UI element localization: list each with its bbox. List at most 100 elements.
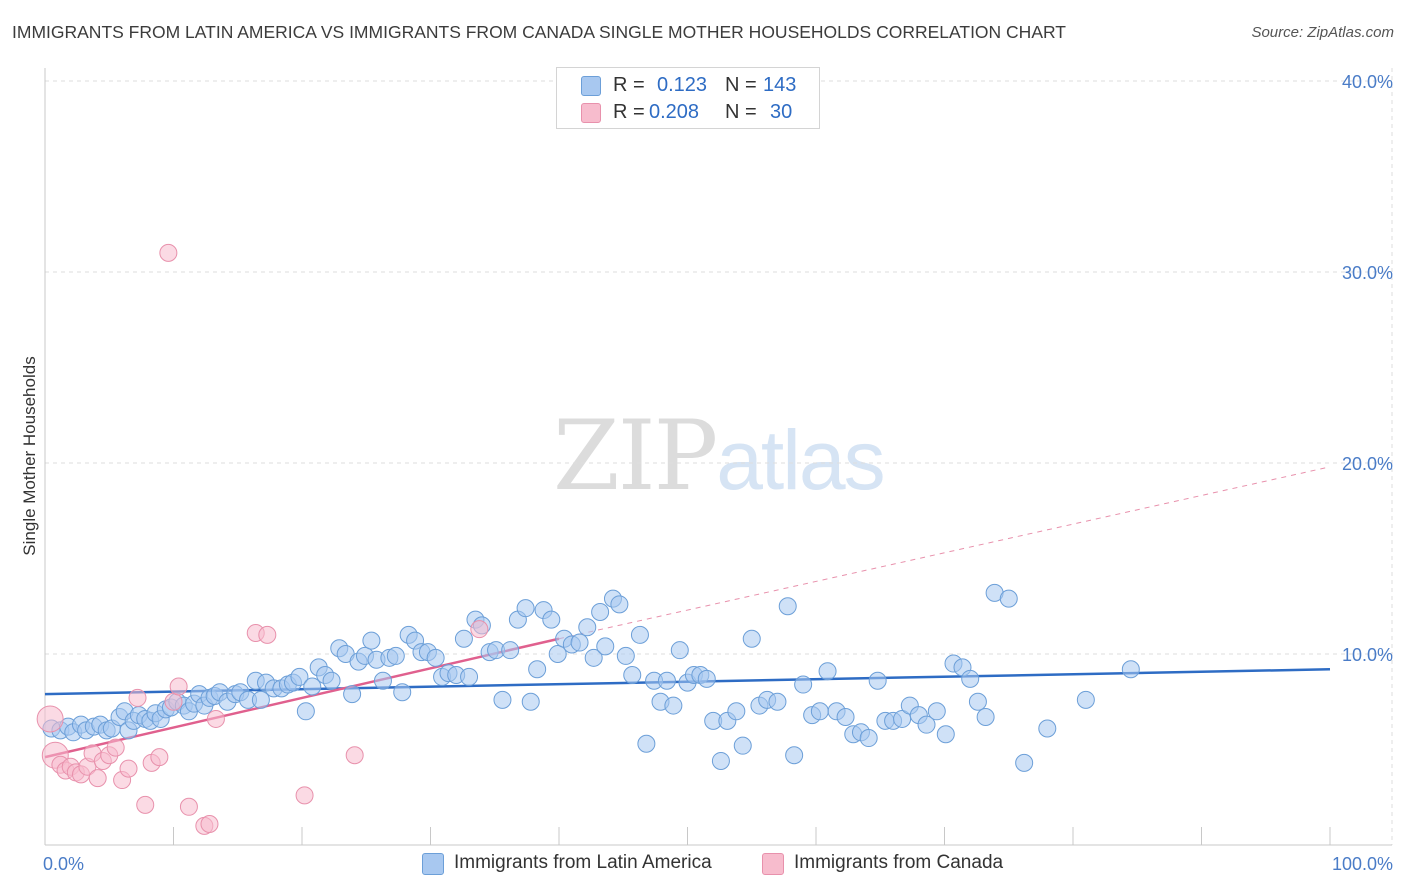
- x-tick-label-max: 100.0%: [1332, 854, 1393, 874]
- data-points: [36, 243, 1140, 835]
- y-tick-label: 40.0%: [1342, 72, 1393, 92]
- trend-lines: [44, 466, 1331, 759]
- bottom-legend-label: Immigrants from Latin America: [454, 852, 712, 873]
- point-latin-america: [670, 641, 689, 660]
- point-latin-america: [917, 715, 936, 734]
- point-latin-america: [493, 690, 512, 709]
- point-canada: [88, 769, 107, 788]
- legend-r-value: 0.208: [649, 101, 700, 123]
- point-latin-america: [501, 641, 520, 660]
- legend-r-label: R =: [613, 74, 645, 96]
- point-latin-america: [976, 708, 995, 727]
- point-latin-america: [927, 702, 946, 721]
- point-canada: [200, 814, 219, 833]
- point-latin-america: [893, 709, 912, 728]
- point-latin-america: [768, 692, 787, 711]
- point-latin-america: [968, 692, 987, 711]
- point-latin-america: [322, 671, 341, 690]
- point-latin-america: [785, 746, 804, 765]
- point-latin-america: [521, 692, 540, 711]
- y-axis-label: Single Mother Households: [20, 356, 39, 555]
- point-latin-america: [548, 645, 567, 663]
- legend-swatch-latin-america: [581, 76, 601, 96]
- point-canada: [345, 746, 364, 765]
- point-canada: [470, 620, 489, 639]
- chart-title: IMMIGRANTS FROM LATIN AMERICA VS IMMIGRA…: [12, 22, 1066, 42]
- legend-swatch-canada: [581, 103, 601, 123]
- point-canada: [164, 692, 183, 711]
- point-latin-america: [516, 599, 535, 618]
- point-canada: [295, 786, 314, 805]
- point-latin-america: [578, 618, 597, 637]
- point-canada: [159, 243, 178, 262]
- y-tick-label: 30.0%: [1342, 263, 1393, 283]
- point-latin-america: [393, 683, 412, 702]
- point-latin-america: [426, 648, 445, 667]
- point-latin-america: [794, 675, 813, 694]
- point-latin-america: [1015, 753, 1034, 772]
- point-latin-america: [1121, 660, 1140, 679]
- point-latin-america: [733, 736, 752, 755]
- legend-r-value: 0.123: [657, 74, 708, 96]
- point-latin-america: [454, 629, 473, 648]
- point-canada: [119, 759, 138, 778]
- legend-n-label: N =: [725, 101, 757, 123]
- point-latin-america: [343, 685, 362, 704]
- point-latin-america: [1076, 690, 1095, 709]
- point-canada: [128, 688, 147, 707]
- point-latin-america: [936, 725, 955, 744]
- point-latin-america: [818, 662, 837, 681]
- point-latin-america: [596, 637, 615, 656]
- legend-n-value: 30: [770, 101, 793, 123]
- point-latin-america: [362, 631, 381, 650]
- point-latin-america: [584, 648, 603, 667]
- y-tick-label: 10.0%: [1342, 645, 1393, 665]
- bottom-legend-swatch-latin-america: [422, 853, 444, 875]
- trend-line-canada-extension: [558, 466, 1331, 640]
- point-canada: [136, 795, 155, 814]
- point-latin-america: [591, 602, 610, 621]
- point-canada: [179, 797, 198, 816]
- point-latin-america: [711, 751, 730, 770]
- point-latin-america: [727, 702, 746, 721]
- point-latin-america: [778, 597, 797, 616]
- point-canada: [106, 738, 125, 757]
- point-latin-america: [542, 610, 561, 629]
- point-latin-america: [386, 646, 405, 665]
- point-latin-america: [303, 677, 322, 696]
- y-tick-label: 20.0%: [1342, 454, 1393, 474]
- tick-labels: 10.0% 20.0% 30.0% 40.0% 0.0% 100.0%: [43, 72, 1393, 874]
- watermark-logo: ZIPatlas: [553, 400, 886, 512]
- point-latin-america: [616, 646, 635, 665]
- point-latin-america: [570, 633, 589, 652]
- legend-n-label: N =: [725, 74, 757, 96]
- bottom-legend-swatch-canada: [762, 853, 784, 875]
- point-latin-america: [610, 595, 629, 614]
- point-canada: [36, 705, 64, 733]
- watermark-zip: ZIP: [553, 400, 718, 512]
- legend-n-value: 143: [763, 74, 797, 96]
- point-latin-america: [460, 667, 479, 686]
- point-latin-america: [623, 666, 642, 685]
- point-latin-america: [961, 669, 980, 688]
- point-latin-america: [373, 671, 392, 690]
- stats-legend: R = 0.123 N = 143 R = 0.208 N = 30: [556, 67, 820, 129]
- point-latin-america: [836, 708, 855, 727]
- point-latin-america: [664, 696, 683, 715]
- point-canada: [258, 625, 277, 644]
- source-note: Source: ZipAtlas.com: [1251, 24, 1394, 41]
- point-latin-america: [859, 729, 878, 748]
- x-tick-label-min: 0.0%: [43, 854, 84, 874]
- watermark-atlas: atlas: [716, 413, 885, 507]
- point-latin-america: [296, 702, 315, 721]
- point-canada: [169, 677, 188, 696]
- point-latin-america: [290, 667, 309, 686]
- point-latin-america: [1038, 719, 1057, 738]
- point-latin-america: [868, 671, 887, 690]
- point-latin-america: [528, 660, 547, 679]
- bottom-legend-label: Immigrants from Canada: [794, 852, 1004, 873]
- point-latin-america: [697, 669, 716, 688]
- point-latin-america: [810, 702, 829, 721]
- grid-lines: [45, 68, 1393, 845]
